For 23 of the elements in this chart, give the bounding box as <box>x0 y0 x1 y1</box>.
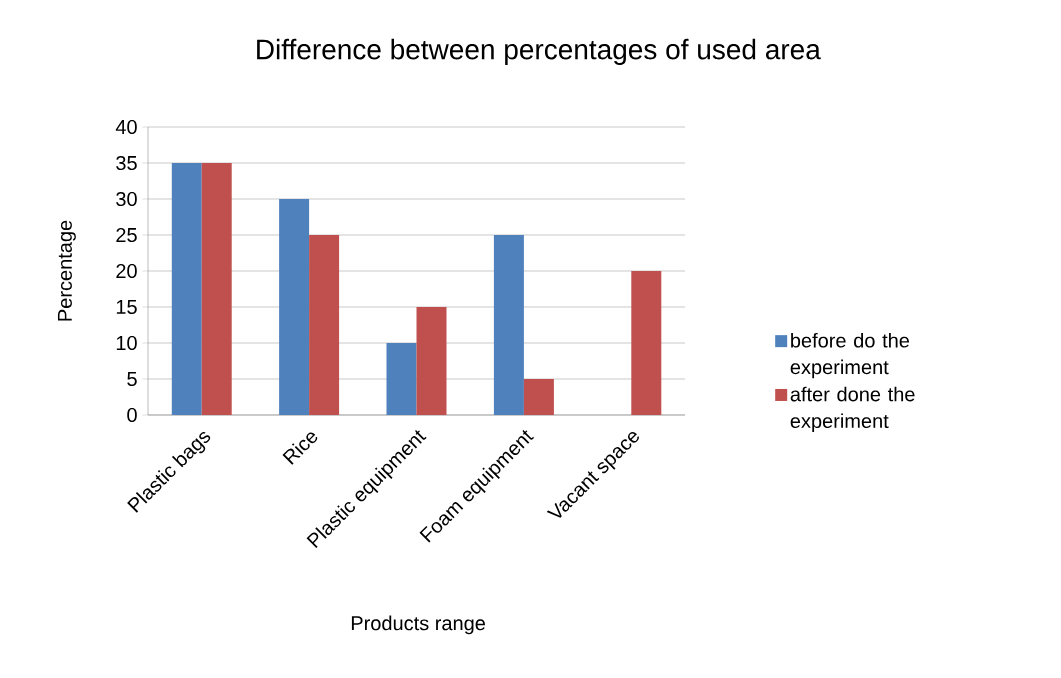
y-tick-label: 0 <box>127 407 137 423</box>
y-tick-label: 35 <box>116 155 137 171</box>
y-tick-label: 5 <box>127 372 137 386</box>
y-tick-label: 40 <box>115 119 137 135</box>
chart-title: Difference between percentages of used area <box>257 38 821 65</box>
y-tick-label: 25 <box>116 227 137 243</box>
bar <box>279 198 310 415</box>
bar <box>171 163 202 415</box>
y-tick-label: 20 <box>116 263 137 279</box>
legend-label: after done the experiment <box>790 386 915 433</box>
bar <box>309 234 340 415</box>
x-axis-title: Products range <box>351 615 485 635</box>
bar <box>386 342 417 415</box>
y-tick-label: 10 <box>116 335 137 351</box>
bar <box>493 234 524 415</box>
y-tick-label: 30 <box>116 191 137 207</box>
bar <box>631 271 662 415</box>
y-axis-title: Percentage <box>57 220 76 321</box>
bar <box>416 306 447 415</box>
bar <box>201 163 232 415</box>
bar <box>523 378 554 415</box>
x-tick-label: Rice <box>282 432 318 465</box>
y-tick-label: 15 <box>116 300 137 314</box>
